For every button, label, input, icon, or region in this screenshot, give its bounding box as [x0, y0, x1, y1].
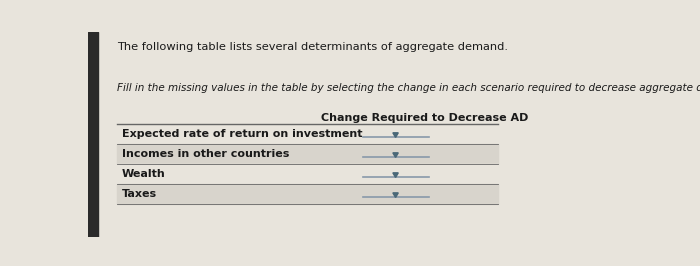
Text: Expected rate of return on investment: Expected rate of return on investment — [122, 128, 362, 139]
Text: Fill in the missing values in the table by selecting the change in each scenario: Fill in the missing values in the table … — [117, 83, 700, 93]
Bar — [117, 164, 498, 184]
Text: Wealth: Wealth — [122, 169, 165, 178]
Polygon shape — [393, 193, 398, 197]
Bar — [117, 144, 498, 164]
Bar — [88, 32, 98, 237]
Text: Change Required to Decrease AD: Change Required to Decrease AD — [321, 113, 528, 123]
Polygon shape — [393, 153, 398, 157]
Text: Taxes: Taxes — [122, 189, 157, 199]
Text: Incomes in other countries: Incomes in other countries — [122, 149, 289, 159]
Polygon shape — [393, 133, 398, 138]
Bar — [117, 123, 498, 144]
Bar — [117, 184, 498, 204]
Text: The following table lists several determinants of aggregate demand.: The following table lists several determ… — [117, 42, 508, 52]
Polygon shape — [393, 173, 398, 177]
